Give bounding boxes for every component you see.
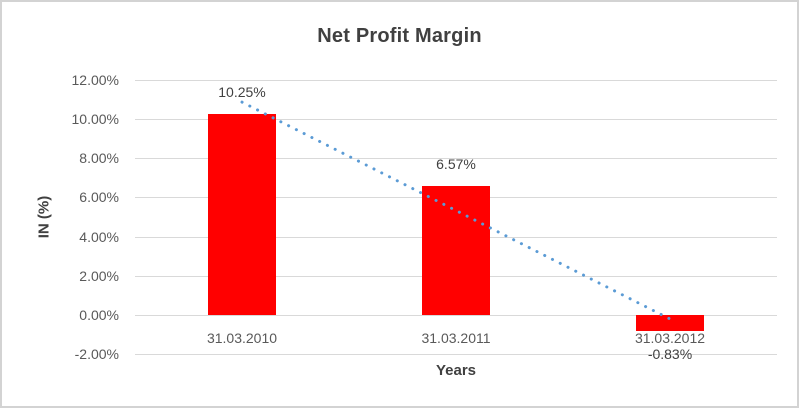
data-label-31.03.2012: -0.83% <box>647 346 693 362</box>
y-tick-label-10.00%: 10.00% <box>71 111 119 127</box>
data-label-31.03.2010: 10.25% <box>218 84 266 100</box>
x-axis-title: Years <box>435 362 477 379</box>
data-label-31.03.2011: 6.57% <box>436 156 476 172</box>
y-tick-label-8.00%: 8.00% <box>79 150 119 166</box>
gridline--2.00% <box>135 354 777 355</box>
bar-31.03.2010 <box>208 114 276 315</box>
bar-31.03.2011 <box>422 186 490 315</box>
y-tick-label-4.00%: 4.00% <box>79 229 119 245</box>
chart-title: Net Profit Margin <box>317 25 482 47</box>
y-tick-label--2.00%: -2.00% <box>74 346 119 362</box>
y-tick-label-12.00%: 12.00% <box>71 72 119 88</box>
y-tick-label-2.00%: 2.00% <box>79 268 119 284</box>
gridline-12.00% <box>135 80 777 81</box>
x-category-label-31.03.2011: 31.03.2011 <box>421 330 491 346</box>
x-category-label-31.03.2012: 31.03.2012 <box>634 330 706 346</box>
bar-31.03.2012 <box>636 315 704 331</box>
y-tick-label-6.00%: 6.00% <box>79 189 119 205</box>
x-category-label-31.03.2010: 31.03.2010 <box>206 330 278 346</box>
y-tick-label-0.00%: 0.00% <box>79 307 119 323</box>
